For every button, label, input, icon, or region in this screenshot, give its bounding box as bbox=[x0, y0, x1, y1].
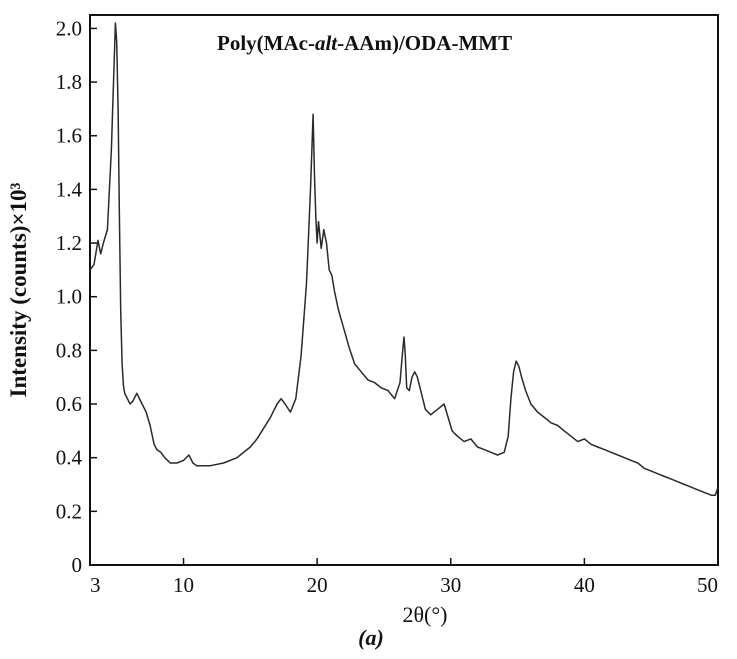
y-tick-label: 1.2 bbox=[56, 231, 82, 255]
y-tick-label: 1.0 bbox=[56, 285, 82, 309]
x-tick-label: 50 bbox=[697, 573, 718, 597]
x-tick-label: 10 bbox=[173, 573, 194, 597]
x-axis: 3 10 20 30 40 50 bbox=[89, 558, 719, 597]
y-tick-label: 1.8 bbox=[56, 70, 82, 94]
y-tick-label: 0.4 bbox=[56, 446, 83, 470]
y-tick-label: 0 bbox=[72, 553, 83, 577]
x-axis-label: 2θ(°) bbox=[403, 602, 448, 627]
x-tick-label: 3 bbox=[90, 573, 101, 597]
y-tick-label: 1.4 bbox=[56, 177, 83, 201]
x-tick-label: 40 bbox=[574, 573, 595, 597]
y-tick-label: 1.6 bbox=[56, 124, 82, 148]
plot-frame bbox=[89, 14, 719, 566]
y-tick-label: 0.8 bbox=[56, 338, 82, 362]
y-tick-label: 2.0 bbox=[56, 16, 82, 40]
y-tick-label: 0.2 bbox=[56, 499, 82, 523]
y-tick-label: 0.6 bbox=[56, 392, 82, 416]
y-axis: 0 0.2 0.4 0.6 0.8 1.0 1.2 1.4 1.6 1.8 2.0 bbox=[56, 16, 97, 577]
x-tick-label: 20 bbox=[307, 573, 328, 597]
panel-label: (a) bbox=[358, 625, 384, 650]
series-line bbox=[89, 22, 719, 496]
chart-title: Poly(MAc-alt-AAm)/ODA-MMT bbox=[217, 31, 512, 55]
x-tick-label: 30 bbox=[440, 573, 461, 597]
y-axis-label: Intensity (counts)×10³ bbox=[6, 182, 31, 397]
